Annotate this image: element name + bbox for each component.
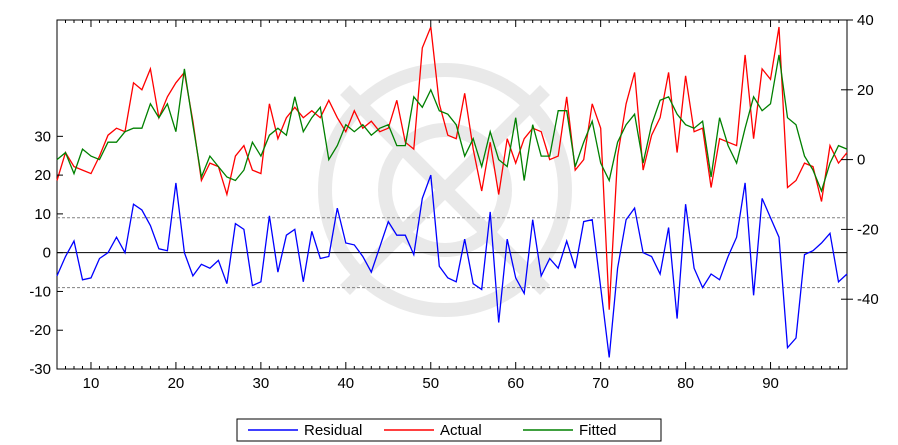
right-axis: -40 -20 0 20 40 <box>841 12 879 308</box>
right-tick-label: -20 <box>857 221 879 238</box>
legend-box <box>236 418 662 442</box>
x-tick-label: 20 <box>168 375 185 392</box>
x-tick-label: 60 <box>507 375 524 392</box>
right-tick-label: -40 <box>857 291 879 308</box>
left-tick-label: 30 <box>34 128 51 145</box>
left-tick-label: -20 <box>29 322 51 339</box>
left-tick-label: 0 <box>43 245 51 262</box>
x-tick-label: 40 <box>337 375 354 392</box>
left-tick-label: 10 <box>34 206 51 223</box>
watermark <box>318 63 572 317</box>
right-tick-label: 20 <box>857 82 874 99</box>
x-tick-label: 30 <box>253 375 270 392</box>
x-tick-label: 90 <box>762 375 779 392</box>
series-line-fitted <box>56 54 848 193</box>
legend-label-actual: Actual <box>440 422 482 439</box>
left-tick-label: -30 <box>29 361 51 378</box>
legend-label-fitted: Fitted <box>579 422 617 439</box>
left-tick-label: 20 <box>34 167 51 184</box>
reference-lines <box>57 217 847 289</box>
x-tick-label: 50 <box>422 375 439 392</box>
left-axis: -30 -20 -10 0 10 20 30 <box>29 128 63 378</box>
x-tick-label: 70 <box>592 375 609 392</box>
legend: Residual Actual Fitted <box>236 418 662 442</box>
right-tick-label: 40 <box>857 12 874 29</box>
x-axis: 10 20 30 40 50 60 70 80 90 <box>56 20 848 392</box>
series-line-residual <box>56 174 848 358</box>
left-tick-label: -10 <box>29 283 51 300</box>
right-tick-label: 0 <box>857 152 865 169</box>
series-layer <box>56 26 848 358</box>
legend-label-residual: Residual <box>304 422 362 439</box>
x-tick-label: 10 <box>83 375 100 392</box>
x-tick-label: 80 <box>677 375 694 392</box>
plot-frame <box>56 19 848 370</box>
